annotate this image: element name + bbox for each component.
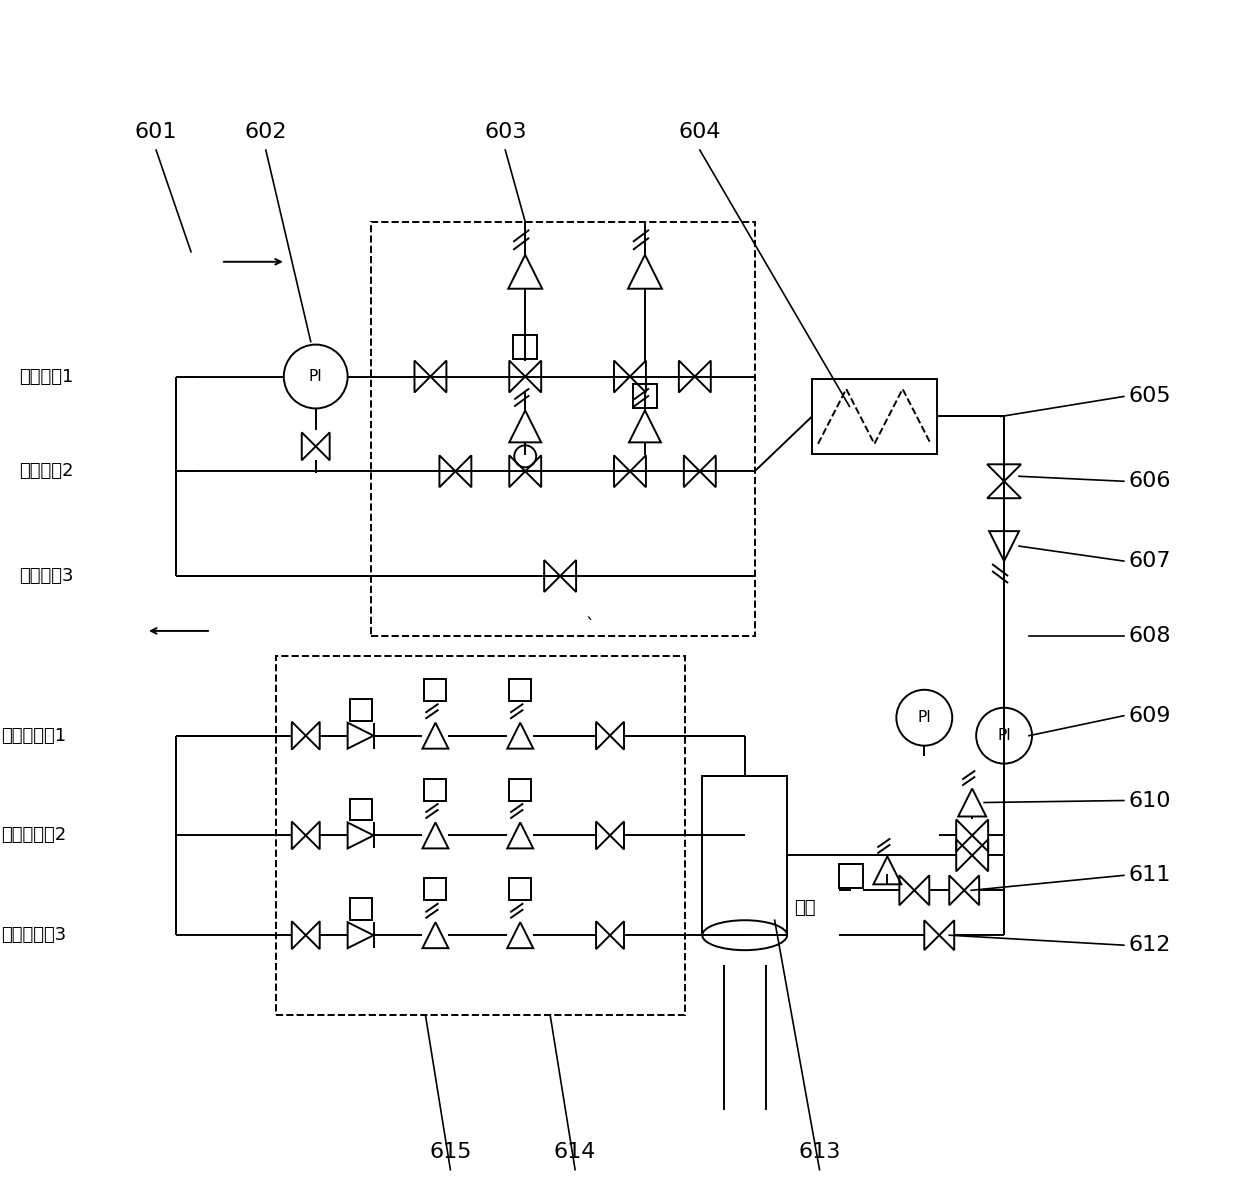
- Text: 612: 612: [1128, 935, 1172, 955]
- Text: 放空: 放空: [795, 899, 816, 917]
- Text: 604: 604: [678, 123, 722, 142]
- Text: 609: 609: [1128, 706, 1172, 725]
- Text: 来自储槽3: 来自储槽3: [20, 567, 74, 585]
- Bar: [424, 878, 446, 900]
- Text: PI: PI: [997, 728, 1011, 743]
- Text: 回储槽增压2: 回储槽增压2: [1, 827, 67, 844]
- Text: 602: 602: [244, 123, 288, 142]
- Text: PI: PI: [918, 710, 931, 725]
- Bar: [350, 898, 372, 921]
- Text: 回储槽增压1: 回储槽增压1: [1, 727, 67, 744]
- Text: 来自储槽1: 来自储槽1: [20, 368, 73, 386]
- Text: 来自储槽2: 来自储槽2: [20, 462, 74, 480]
- Bar: [632, 385, 657, 409]
- Bar: [424, 679, 446, 700]
- Bar: [371, 222, 755, 636]
- Text: `: `: [585, 617, 594, 635]
- Bar: [510, 679, 531, 700]
- Text: 614: 614: [554, 1142, 596, 1161]
- Text: 601: 601: [135, 123, 177, 142]
- Bar: [702, 775, 787, 935]
- Bar: [350, 798, 372, 821]
- Text: 606: 606: [1128, 472, 1172, 491]
- Bar: [513, 335, 537, 358]
- Text: 610: 610: [1128, 791, 1172, 811]
- Bar: [812, 379, 936, 454]
- Text: 603: 603: [484, 123, 527, 142]
- Text: 605: 605: [1128, 386, 1172, 406]
- Text: 611: 611: [1128, 866, 1172, 885]
- Bar: [510, 779, 531, 800]
- Bar: [510, 878, 531, 900]
- Text: 607: 607: [1128, 551, 1172, 570]
- Bar: [839, 865, 863, 888]
- Bar: [424, 779, 446, 800]
- Bar: [350, 699, 372, 721]
- Bar: [275, 656, 684, 1015]
- Text: 615: 615: [429, 1142, 471, 1161]
- Text: PI: PI: [309, 369, 322, 384]
- Text: 608: 608: [1128, 626, 1172, 646]
- Text: 回储槽增压3: 回储槽增压3: [1, 927, 67, 944]
- Text: 613: 613: [799, 1142, 841, 1161]
